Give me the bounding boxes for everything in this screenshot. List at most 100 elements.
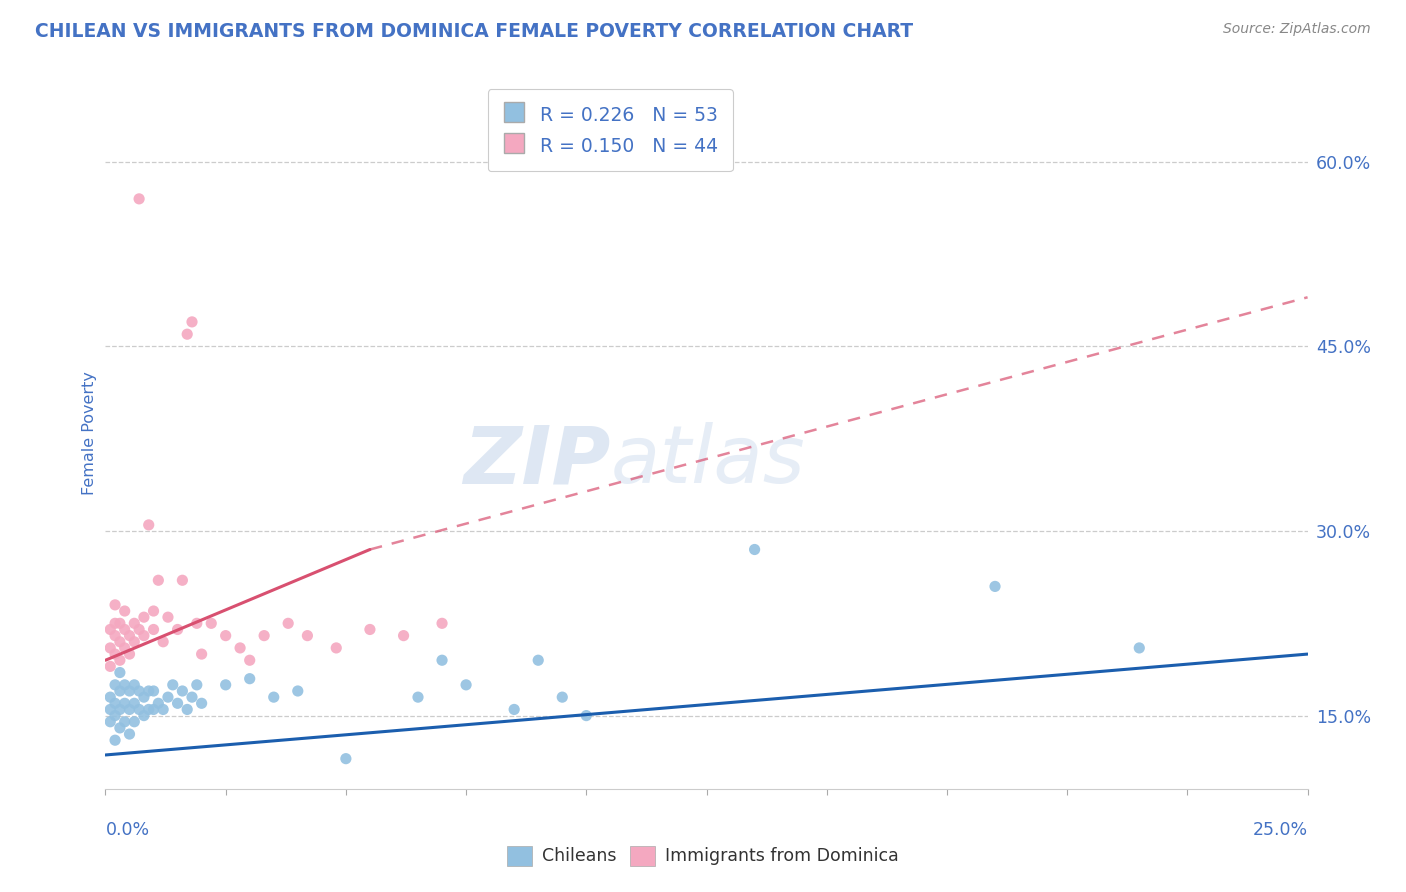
Point xyxy=(124,634,146,648)
Point xyxy=(108,665,131,680)
Point xyxy=(297,629,319,643)
Point xyxy=(156,610,179,624)
Point xyxy=(359,623,381,637)
Point xyxy=(114,604,136,618)
Point xyxy=(1128,640,1150,655)
Point xyxy=(430,616,453,631)
Text: atlas: atlas xyxy=(610,422,806,500)
Point xyxy=(142,623,165,637)
Point xyxy=(239,653,262,667)
Point xyxy=(114,640,136,655)
Point xyxy=(108,684,131,698)
Point xyxy=(118,629,141,643)
Point xyxy=(142,684,165,698)
Point xyxy=(575,708,598,723)
Point xyxy=(114,678,136,692)
Point xyxy=(104,629,127,643)
Point xyxy=(98,640,121,655)
Point xyxy=(98,659,121,673)
Point xyxy=(138,517,160,532)
Point xyxy=(124,714,146,729)
Point xyxy=(132,610,155,624)
Point xyxy=(551,690,574,705)
Point xyxy=(142,702,165,716)
Point xyxy=(98,714,121,729)
Point xyxy=(138,684,160,698)
Point xyxy=(454,678,477,692)
Point xyxy=(114,714,136,729)
Point xyxy=(104,733,127,747)
Point xyxy=(132,690,155,705)
Point xyxy=(114,696,136,710)
Point xyxy=(104,696,127,710)
Point xyxy=(172,574,194,588)
Point xyxy=(124,678,146,692)
Text: Source: ZipAtlas.com: Source: ZipAtlas.com xyxy=(1223,22,1371,37)
Point xyxy=(98,623,121,637)
Text: 25.0%: 25.0% xyxy=(1253,821,1308,838)
Point xyxy=(118,727,141,741)
Point xyxy=(176,327,198,342)
Point xyxy=(118,702,141,716)
Legend: R = 0.226   N = 53, R = 0.150   N = 44: R = 0.226 N = 53, R = 0.150 N = 44 xyxy=(488,89,733,171)
Point xyxy=(118,684,141,698)
Point xyxy=(744,542,766,557)
Point xyxy=(325,640,347,655)
Point xyxy=(503,702,526,716)
Point xyxy=(190,696,212,710)
Point xyxy=(392,629,415,643)
Point xyxy=(527,653,550,667)
Point xyxy=(186,678,208,692)
Point xyxy=(132,708,155,723)
Point xyxy=(108,653,131,667)
Point xyxy=(200,616,222,631)
Point xyxy=(214,678,236,692)
Text: CHILEAN VS IMMIGRANTS FROM DOMINICA FEMALE POVERTY CORRELATION CHART: CHILEAN VS IMMIGRANTS FROM DOMINICA FEMA… xyxy=(35,22,914,41)
Legend: Chileans, Immigrants from Dominica: Chileans, Immigrants from Dominica xyxy=(501,838,905,872)
Point xyxy=(253,629,276,643)
Point xyxy=(181,315,204,329)
Point xyxy=(148,696,170,710)
Point xyxy=(148,574,170,588)
Point xyxy=(104,598,127,612)
Point xyxy=(277,616,299,631)
Point xyxy=(166,696,188,710)
Text: 0.0%: 0.0% xyxy=(105,821,149,838)
Point xyxy=(176,702,198,716)
Point xyxy=(142,604,165,618)
Point xyxy=(108,702,131,716)
Point xyxy=(162,678,184,692)
Point xyxy=(335,752,357,766)
Point xyxy=(181,690,204,705)
Point xyxy=(124,696,146,710)
Point xyxy=(108,634,131,648)
Y-axis label: Female Poverty: Female Poverty xyxy=(82,371,97,494)
Point xyxy=(263,690,285,705)
Point xyxy=(104,616,127,631)
Point xyxy=(156,690,179,705)
Point xyxy=(128,684,150,698)
Point xyxy=(186,616,208,631)
Point xyxy=(287,684,309,698)
Point xyxy=(166,623,188,637)
Point xyxy=(104,647,127,661)
Point xyxy=(104,708,127,723)
Point xyxy=(128,623,150,637)
Point xyxy=(108,616,131,631)
Point xyxy=(108,721,131,735)
Point xyxy=(430,653,453,667)
Point xyxy=(118,647,141,661)
Point xyxy=(98,702,121,716)
Point xyxy=(128,702,150,716)
Point xyxy=(172,684,194,698)
Point xyxy=(229,640,252,655)
Point xyxy=(984,579,1007,593)
Point xyxy=(98,690,121,705)
Point xyxy=(132,629,155,643)
Point xyxy=(214,629,236,643)
Point xyxy=(152,634,174,648)
Point xyxy=(138,702,160,716)
Point xyxy=(190,647,212,661)
Point xyxy=(124,616,146,631)
Point xyxy=(104,678,127,692)
